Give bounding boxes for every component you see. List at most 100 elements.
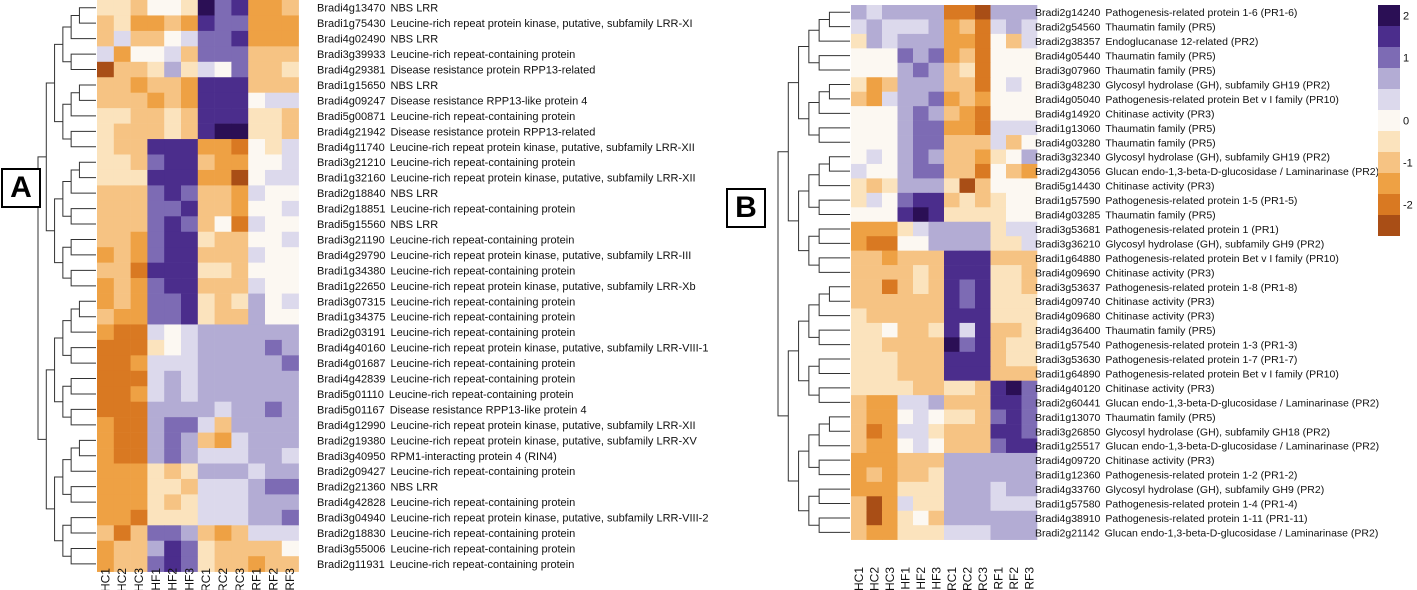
gene-id: Bradi1g57590 — [1035, 195, 1101, 207]
heatmap-cell — [197, 169, 215, 186]
heatmap-cell — [990, 322, 1007, 338]
heatmap-cell — [147, 61, 165, 78]
heatmap-cell — [281, 355, 299, 372]
dendrogram-branch — [70, 486, 96, 503]
heatmap-cell — [928, 424, 945, 439]
heatmap-cell — [990, 510, 1007, 526]
heatmap-cell — [113, 15, 131, 32]
heatmap-cell — [231, 278, 249, 294]
heatmap-cell — [214, 386, 232, 402]
heatmap-cell — [231, 231, 249, 248]
gene-id: Bradi4g09690 — [1035, 267, 1101, 279]
heatmap-cell — [944, 322, 960, 338]
heatmap-cell — [231, 309, 249, 325]
heatmap-cell — [181, 494, 199, 511]
heatmap-cell — [265, 309, 283, 325]
heatmap-cell — [1006, 77, 1022, 92]
heatmap-cell — [181, 386, 199, 402]
gene-description: Leucine-rich repeat-containing protein — [391, 528, 576, 540]
row-label: Bradi3g07960 Thaumatin family (PR5) — [1035, 65, 1216, 77]
heatmap-cell — [913, 5, 929, 20]
heatmap-cell — [990, 135, 1007, 150]
heatmap-cell — [882, 322, 898, 338]
heatmap-cell — [913, 221, 929, 237]
gene-id: Bradi2g11931 — [317, 559, 385, 571]
heatmap-cell — [197, 309, 215, 325]
row-label: Bradi2g09427 Leucine-rich repeat-containi… — [317, 466, 575, 478]
heatmap-cell — [164, 370, 182, 387]
heatmap-cell — [265, 15, 283, 32]
gene-description: RPM1-interacting protein 4 (RIN4) — [391, 451, 557, 463]
heatmap-cell — [897, 48, 914, 64]
heatmap-cell — [130, 494, 148, 511]
heatmap-cell — [1006, 33, 1022, 49]
heatmap-cell — [897, 178, 914, 194]
heatmap-cell — [851, 48, 867, 64]
heatmap-cell — [897, 467, 914, 483]
gene-description: Thaumatin family (PR5) — [1105, 325, 1215, 337]
heatmap-cell — [97, 494, 115, 511]
heatmap-cell — [851, 33, 867, 49]
heatmap-cell — [147, 278, 165, 294]
heatmap-cell — [248, 355, 266, 372]
heatmap-cell — [959, 481, 976, 497]
heatmap-cell — [281, 386, 299, 402]
dendrogram-branch — [54, 476, 63, 542]
dendrogram-branch — [62, 246, 72, 279]
heatmap-cell — [97, 525, 115, 542]
row-label: Bradi4g05440 Thaumatin family (PR5) — [1035, 51, 1216, 63]
gene-description: Leucine-rich repeat protein kinase, puta… — [391, 250, 692, 262]
row-label: Bradi1g75430 Leucine-rich repeat protein … — [317, 18, 693, 30]
heatmap-cell — [281, 262, 299, 279]
heatmap-cell — [214, 262, 232, 279]
heatmap-cell — [866, 351, 883, 367]
heatmap-cell — [866, 19, 883, 35]
heatmap-cell — [975, 438, 991, 454]
heatmap-cell — [990, 106, 1007, 121]
heatmap-cell — [113, 417, 131, 433]
heatmap-cell — [866, 192, 883, 208]
gene-description: Leucine-rich repeat-containing protein — [391, 374, 576, 386]
gene-id: Bradi5g01167 — [317, 404, 385, 416]
heatmap-cell — [265, 247, 283, 263]
gene-description: Leucine-rich repeat-containing protein — [390, 559, 575, 571]
heatmap-cell — [882, 178, 898, 194]
dendrogram-branch — [70, 208, 96, 225]
row-label: Bradi3g04940 Leucine-rich repeat protein … — [317, 513, 708, 525]
dendrogram-branch — [818, 488, 850, 505]
dendrogram-branch — [54, 337, 63, 403]
heatmap-cell — [1021, 163, 1038, 179]
heatmap-cell — [1006, 135, 1022, 150]
row-label: Bradi3g48230 Glycosyl hydrolase (GH), sub… — [1035, 79, 1330, 91]
heatmap-cell — [913, 409, 929, 425]
gene-description: Chitinase activity (PR3) — [1105, 296, 1214, 308]
heatmap-cell — [897, 395, 914, 410]
column-label: RF3 — [1022, 567, 1036, 590]
heatmap-cell — [147, 386, 165, 402]
gene-description: NBS LRR — [391, 80, 439, 92]
dendrogram-branch — [818, 91, 850, 114]
heatmap-cell — [1006, 163, 1022, 179]
column-label: RC3 — [976, 567, 990, 590]
heatmap-cell — [897, 366, 914, 381]
heatmap-cell — [944, 178, 960, 194]
heatmap-cell — [913, 135, 929, 150]
heatmap-cell — [975, 481, 991, 497]
heatmap-cell — [197, 123, 215, 140]
heatmap-cell — [231, 432, 249, 449]
heatmap-cell — [130, 169, 148, 186]
dendrogram-branch — [70, 308, 96, 333]
column-label: RC1 — [199, 568, 213, 590]
heatmap-cell — [231, 540, 249, 557]
heatmap-cell — [990, 438, 1007, 454]
heatmap-cell — [164, 216, 182, 233]
heatmap-cell — [265, 262, 283, 279]
heatmap-cell — [265, 30, 283, 47]
heatmap-cell — [97, 278, 115, 294]
heatmap-cell — [130, 478, 148, 495]
heatmap-cell — [147, 494, 165, 511]
heatmap-cell — [130, 123, 148, 140]
legend-swatch — [1378, 89, 1400, 110]
heatmap-cell — [882, 337, 898, 353]
heatmap-cell — [248, 509, 266, 526]
